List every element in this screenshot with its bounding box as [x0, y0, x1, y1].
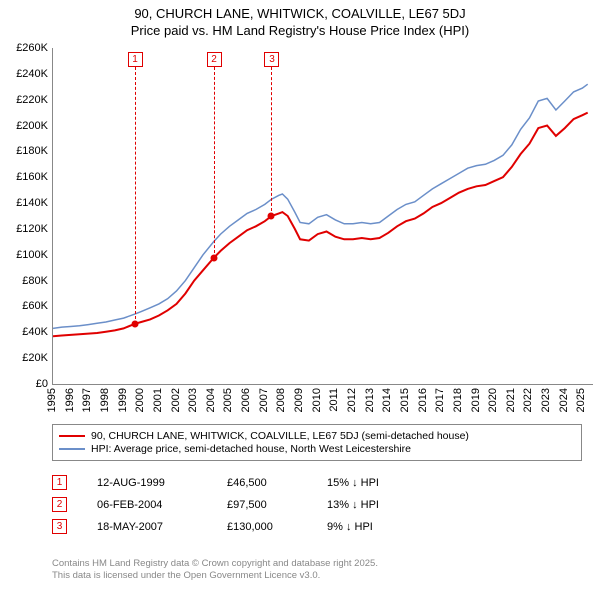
legend-label: HPI: Average price, semi-detached house,…: [91, 443, 411, 455]
y-tick-label: £120K: [16, 223, 48, 235]
sale-hpi-diff: 13% ↓ HPI: [327, 499, 447, 511]
footer-attribution: Contains HM Land Registry data © Crown c…: [52, 558, 378, 582]
sale-point-icon: [268, 213, 275, 220]
y-tick-label: £100K: [16, 249, 48, 261]
y-tick-label: £220K: [16, 94, 48, 106]
sale-price: £130,000: [227, 521, 327, 533]
x-tick-label: 1999: [117, 388, 129, 412]
x-tick-label: 2011: [328, 388, 340, 412]
y-tick-label: £160K: [16, 171, 48, 183]
y-tick-label: £180K: [16, 145, 48, 157]
sale-marker-icon: 2: [52, 497, 67, 512]
event-marker-line: [214, 67, 215, 258]
sale-row: 3 18-MAY-2007£130,0009% ↓ HPI: [52, 519, 447, 534]
y-tick-label: £260K: [16, 42, 48, 54]
x-tick-label: 2006: [240, 388, 252, 412]
sale-marker-icon: 3: [52, 519, 67, 534]
sale-hpi-diff: 9% ↓ HPI: [327, 521, 447, 533]
title-line-1: 90, CHURCH LANE, WHITWICK, COALVILLE, LE…: [0, 6, 600, 21]
x-tick-label: 2015: [399, 388, 411, 412]
x-tick-label: 2008: [275, 388, 287, 412]
x-tick-label: 2017: [434, 388, 446, 412]
x-tick-label: 2004: [205, 388, 217, 412]
event-marker-line: [271, 67, 272, 216]
sale-row: 2 06-FEB-2004£97,50013% ↓ HPI: [52, 497, 447, 512]
sale-date: 12-AUG-1999: [97, 477, 227, 489]
x-tick-label: 2021: [505, 388, 517, 412]
sale-hpi-diff: 15% ↓ HPI: [327, 477, 447, 489]
y-tick-label: £200K: [16, 120, 48, 132]
x-tick-label: 2002: [170, 388, 182, 412]
legend-swatch-icon: [59, 448, 85, 450]
x-tick-label: 1995: [46, 388, 58, 412]
sale-price: £97,500: [227, 499, 327, 511]
y-tick-label: £240K: [16, 68, 48, 80]
plot-area: 1 2 3: [52, 48, 593, 385]
event-marker-line: [135, 67, 136, 324]
x-tick-label: 2018: [452, 388, 464, 412]
x-tick-label: 2010: [311, 388, 323, 412]
x-tick-label: 2020: [487, 388, 499, 412]
x-tick-label: 2014: [381, 388, 393, 412]
footer-line-1: Contains HM Land Registry data © Crown c…: [52, 558, 378, 570]
x-tick-label: 2012: [346, 388, 358, 412]
sale-marker-icon: 1: [52, 475, 67, 490]
y-tick-label: £20K: [22, 352, 48, 364]
sale-point-icon: [210, 255, 217, 262]
sale-price: £46,500: [227, 477, 327, 489]
chart-title: 90, CHURCH LANE, WHITWICK, COALVILLE, LE…: [0, 6, 600, 38]
y-tick-label: £60K: [22, 300, 48, 312]
chart-container: 90, CHURCH LANE, WHITWICK, COALVILLE, LE…: [0, 0, 600, 590]
sale-row: 1 12-AUG-1999£46,50015% ↓ HPI: [52, 475, 447, 490]
legend-swatch-icon: [59, 435, 85, 437]
legend-item: HPI: Average price, semi-detached house,…: [59, 443, 575, 455]
x-tick-label: 2003: [187, 388, 199, 412]
sale-point-icon: [131, 320, 138, 327]
chart-area: 123 £0£20K£40K£60K£80K£100K£120K£140K£16…: [52, 48, 592, 384]
x-tick-label: 2013: [364, 388, 376, 412]
event-marker-box: 1: [128, 52, 143, 67]
x-tick-label: 1997: [81, 388, 93, 412]
footer-line-2: This data is licensed under the Open Gov…: [52, 570, 378, 582]
x-tick-label: 2022: [522, 388, 534, 412]
x-tick-label: 2023: [540, 388, 552, 412]
x-tick-label: 1996: [64, 388, 76, 412]
y-tick-label: £80K: [22, 275, 48, 287]
y-tick-label: £140K: [16, 197, 48, 209]
x-tick-label: 2001: [152, 388, 164, 412]
title-line-2: Price paid vs. HM Land Registry's House …: [0, 23, 600, 38]
sale-date: 06-FEB-2004: [97, 499, 227, 511]
x-tick-label: 2000: [134, 388, 146, 412]
x-tick-label: 2016: [417, 388, 429, 412]
event-marker-box: 3: [264, 52, 279, 67]
sales-table: 1 12-AUG-1999£46,50015% ↓ HPI 2 06-FEB-2004…: [52, 468, 447, 541]
sale-date: 18-MAY-2007: [97, 521, 227, 533]
y-tick-label: £40K: [22, 326, 48, 338]
x-tick-label: 2019: [470, 388, 482, 412]
legend-label: 90, CHURCH LANE, WHITWICK, COALVILLE, LE…: [91, 430, 469, 442]
event-marker-box: 2: [207, 52, 222, 67]
x-tick-label: 1998: [99, 388, 111, 412]
x-tick-label: 2009: [293, 388, 305, 412]
x-tick-label: 2024: [558, 388, 570, 412]
x-tick-label: 2025: [575, 388, 587, 412]
x-tick-label: 2005: [222, 388, 234, 412]
x-tick-label: 2007: [258, 388, 270, 412]
legend: 90, CHURCH LANE, WHITWICK, COALVILLE, LE…: [52, 424, 582, 461]
legend-item: 90, CHURCH LANE, WHITWICK, COALVILLE, LE…: [59, 430, 575, 442]
